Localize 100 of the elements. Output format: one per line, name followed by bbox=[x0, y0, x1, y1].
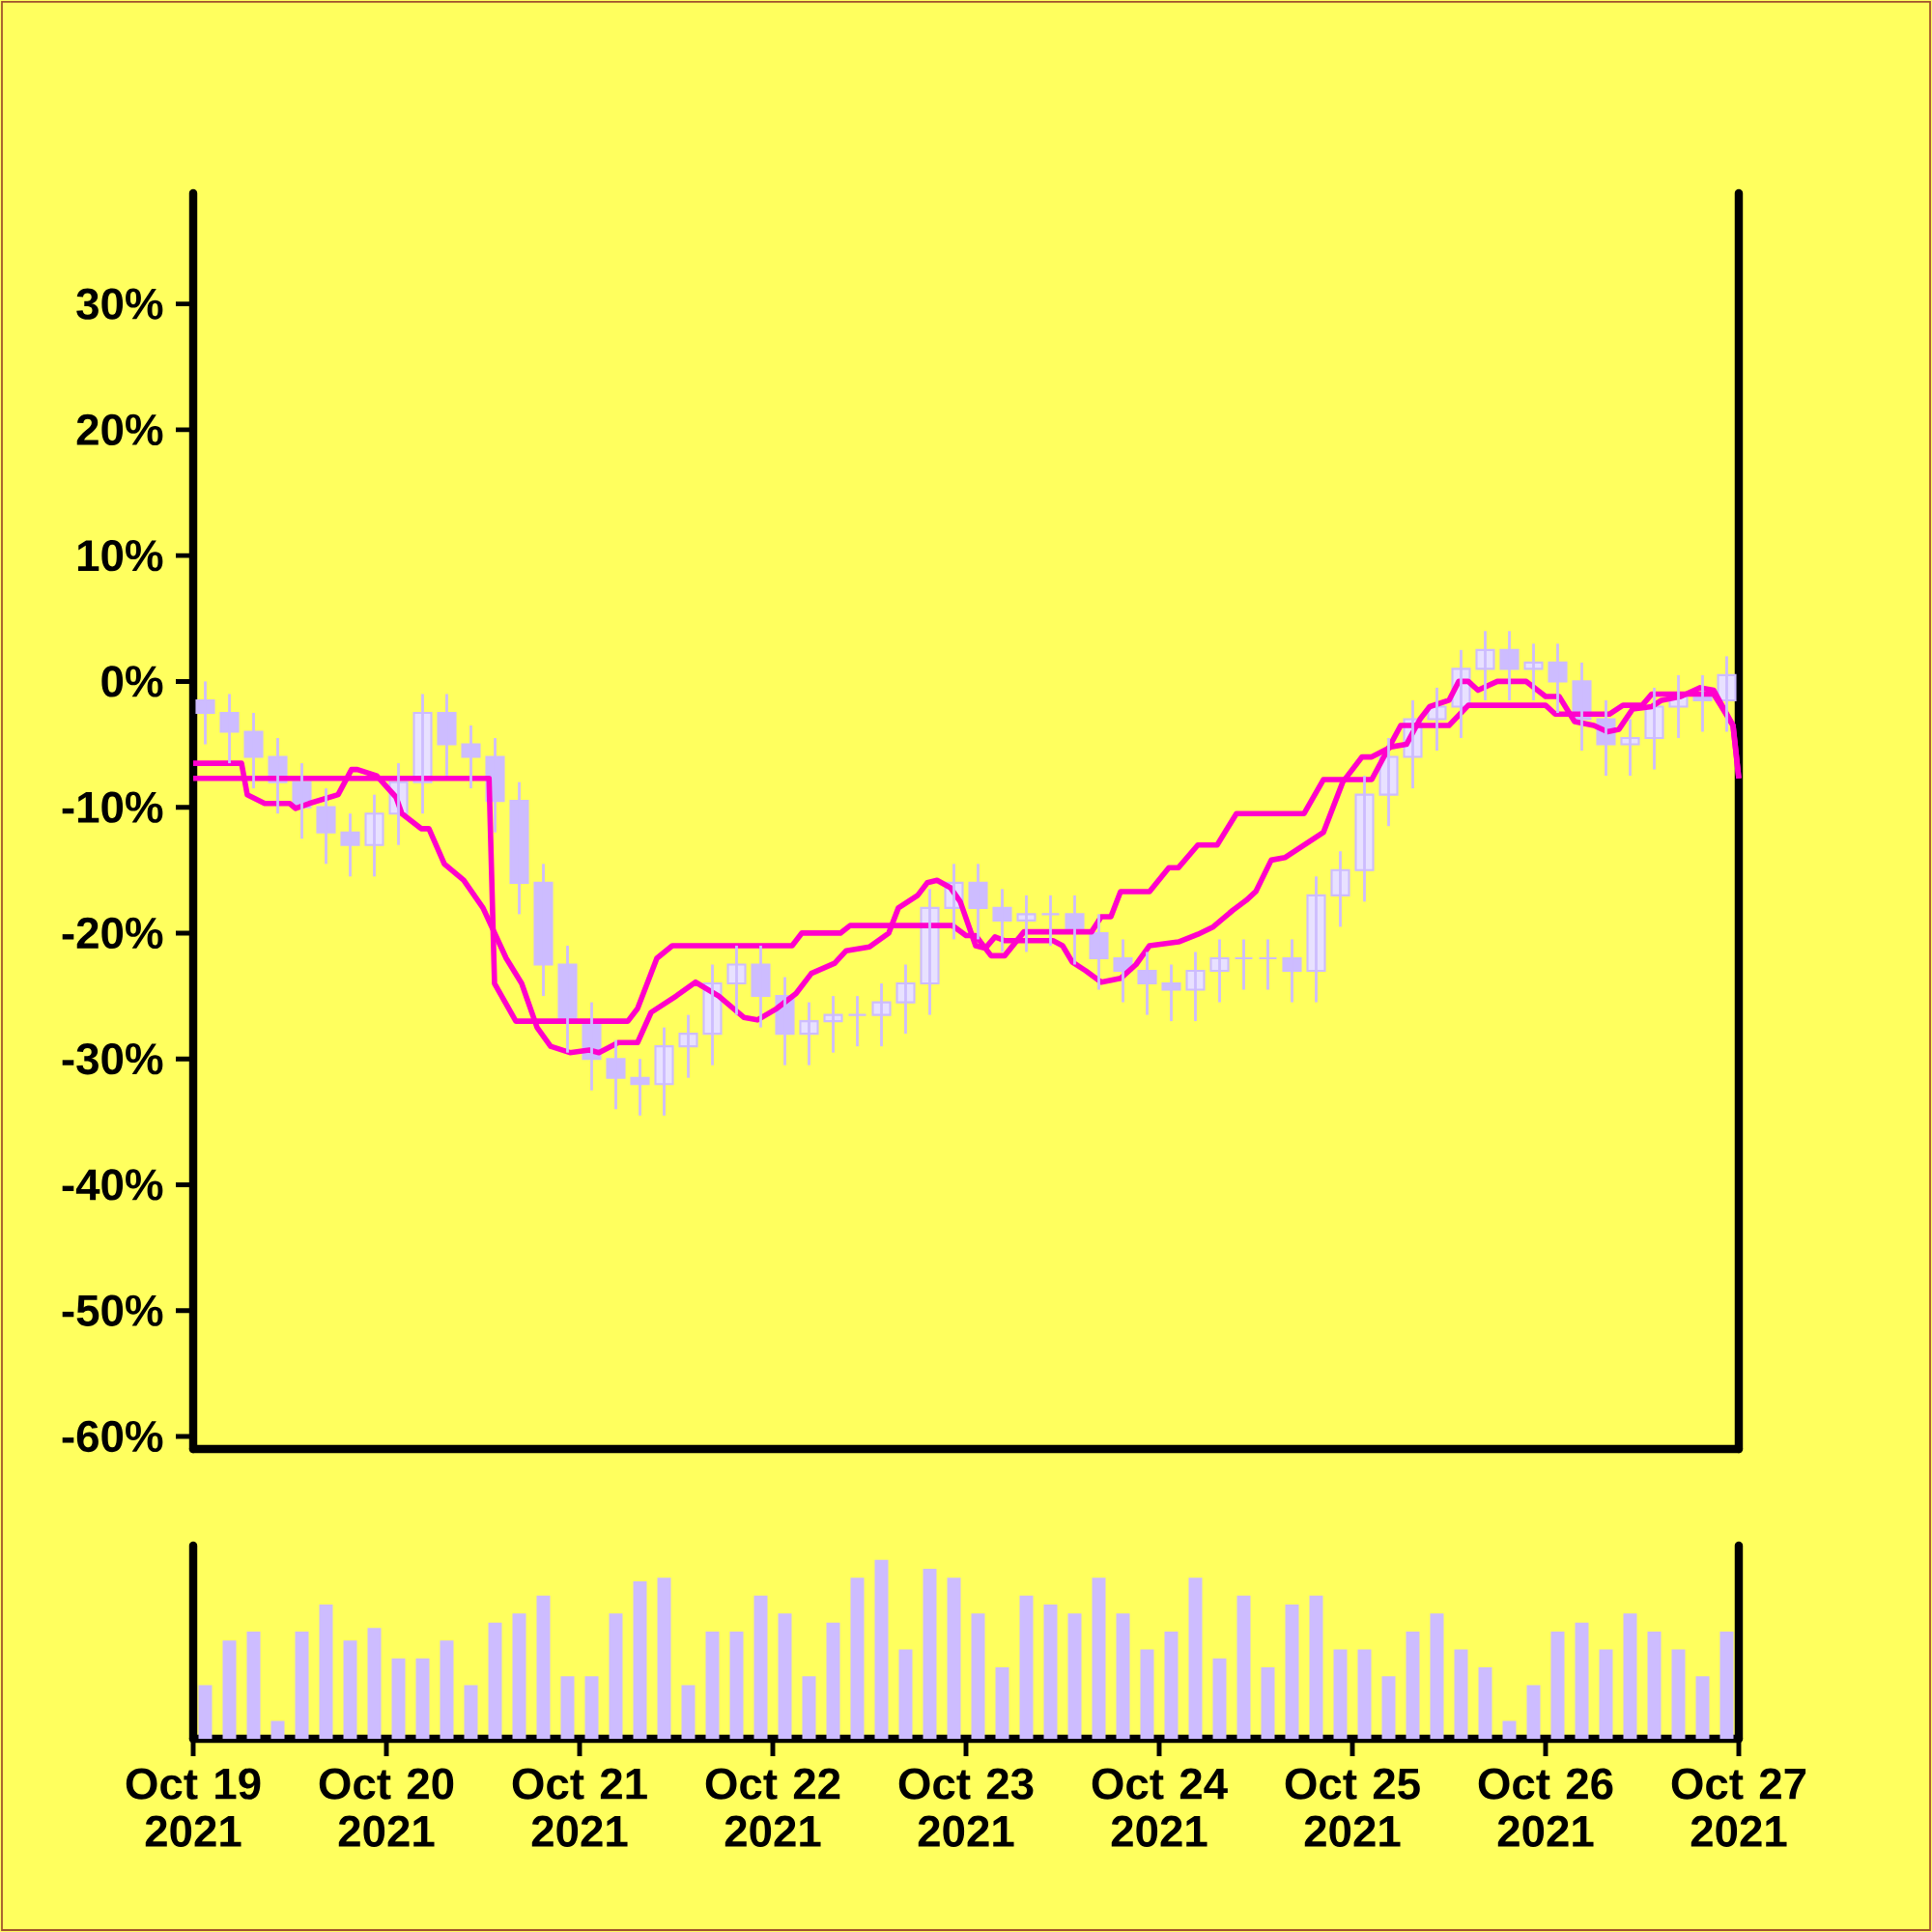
x-tick-label: Oct 20 2021 bbox=[319, 1768, 454, 1847]
candlestick bbox=[1258, 938, 1278, 991]
bar bbox=[1067, 1613, 1082, 1739]
candlestick bbox=[316, 786, 336, 866]
candlestick bbox=[1282, 938, 1302, 1004]
x-tick-label: Oct 23 2021 bbox=[898, 1768, 1034, 1847]
bar bbox=[512, 1613, 526, 1739]
candlestick bbox=[895, 963, 916, 1036]
bar bbox=[1043, 1605, 1058, 1739]
bar bbox=[343, 1640, 357, 1739]
bar bbox=[874, 1559, 889, 1739]
bar bbox=[1188, 1577, 1203, 1739]
bar bbox=[923, 1569, 937, 1739]
candlestick bbox=[1040, 894, 1061, 948]
candlestick bbox=[726, 944, 747, 1017]
x-tick-label: Oct 24 2021 bbox=[1092, 1768, 1228, 1847]
candlestick bbox=[1209, 938, 1230, 1004]
x-tick-label: Oct 27 2021 bbox=[1671, 1768, 1806, 1847]
bar bbox=[319, 1605, 333, 1739]
bar bbox=[222, 1640, 237, 1739]
bar bbox=[1357, 1649, 1372, 1739]
candlestick bbox=[195, 680, 215, 746]
bar bbox=[971, 1613, 985, 1739]
bar bbox=[1671, 1649, 1686, 1739]
y-tick-label: 20% bbox=[76, 413, 163, 446]
candlestick bbox=[1620, 718, 1640, 778]
bar bbox=[415, 1658, 430, 1739]
candlestick bbox=[992, 887, 1012, 953]
bar bbox=[850, 1577, 865, 1739]
bar bbox=[1599, 1649, 1613, 1739]
bar bbox=[1116, 1613, 1130, 1739]
candlestick bbox=[243, 711, 264, 790]
bar bbox=[753, 1595, 768, 1739]
bar bbox=[295, 1631, 309, 1739]
bar bbox=[1212, 1658, 1227, 1739]
candlestick bbox=[533, 862, 554, 998]
candlestick bbox=[1016, 894, 1037, 953]
bar bbox=[1406, 1631, 1420, 1739]
bar bbox=[440, 1640, 454, 1739]
bar bbox=[1478, 1666, 1492, 1739]
x-tick-label: Oct 22 2021 bbox=[705, 1768, 840, 1847]
candlestick bbox=[751, 944, 771, 1030]
y-tick-label: -20% bbox=[62, 917, 163, 950]
bar bbox=[1019, 1595, 1034, 1739]
candlestick bbox=[678, 1013, 698, 1080]
bar bbox=[1502, 1720, 1517, 1739]
bar bbox=[1092, 1577, 1106, 1739]
bar bbox=[609, 1613, 623, 1739]
x-tick-label: Oct 21 2021 bbox=[512, 1768, 647, 1847]
bar bbox=[1381, 1676, 1396, 1739]
bar bbox=[778, 1613, 792, 1739]
bar bbox=[1695, 1676, 1710, 1739]
bar bbox=[826, 1622, 840, 1739]
bar bbox=[367, 1628, 382, 1739]
candlestick bbox=[1161, 963, 1181, 1023]
bar bbox=[657, 1577, 671, 1739]
bar bbox=[681, 1685, 696, 1739]
candlestick bbox=[654, 1026, 674, 1118]
bar bbox=[1285, 1605, 1299, 1739]
bar bbox=[729, 1631, 744, 1739]
bar bbox=[1647, 1631, 1662, 1739]
bar bbox=[1454, 1649, 1468, 1739]
bar bbox=[633, 1581, 647, 1739]
bar bbox=[947, 1577, 961, 1739]
y-tick-label: -30% bbox=[62, 1042, 163, 1075]
bar bbox=[270, 1720, 285, 1739]
bar bbox=[1140, 1649, 1154, 1739]
candlestick bbox=[847, 994, 867, 1048]
y-tick-label: -50% bbox=[62, 1294, 163, 1326]
candlestick bbox=[437, 693, 457, 778]
candlestick bbox=[509, 781, 529, 916]
bar bbox=[391, 1658, 406, 1739]
bar bbox=[198, 1685, 213, 1739]
candlestick bbox=[461, 724, 481, 790]
x-tick-label: Oct 26 2021 bbox=[1478, 1768, 1613, 1847]
y-tick-label: 10% bbox=[78, 539, 163, 572]
y-tick-label: -40% bbox=[62, 1169, 163, 1201]
bar bbox=[1261, 1666, 1275, 1739]
bar bbox=[246, 1631, 261, 1739]
bar bbox=[1526, 1685, 1541, 1739]
candlestick bbox=[364, 793, 384, 878]
bar bbox=[898, 1649, 913, 1739]
bar bbox=[464, 1685, 478, 1739]
bar bbox=[1236, 1595, 1251, 1739]
x-tick-label: Oct 19 2021 bbox=[126, 1768, 261, 1847]
y-tick-label: -60% bbox=[62, 1420, 163, 1453]
bar bbox=[995, 1666, 1009, 1739]
candlestick bbox=[799, 1001, 819, 1067]
y-tick-label: 0% bbox=[101, 666, 163, 697]
candlestick bbox=[606, 1038, 626, 1111]
bar bbox=[488, 1622, 502, 1739]
bar bbox=[1623, 1613, 1637, 1739]
bar bbox=[584, 1676, 599, 1739]
bar bbox=[1164, 1631, 1179, 1739]
bar bbox=[1309, 1595, 1323, 1739]
bar bbox=[802, 1676, 816, 1739]
bar bbox=[536, 1595, 551, 1739]
candlestick bbox=[871, 981, 892, 1048]
bar bbox=[1430, 1613, 1444, 1739]
bar bbox=[560, 1676, 575, 1739]
